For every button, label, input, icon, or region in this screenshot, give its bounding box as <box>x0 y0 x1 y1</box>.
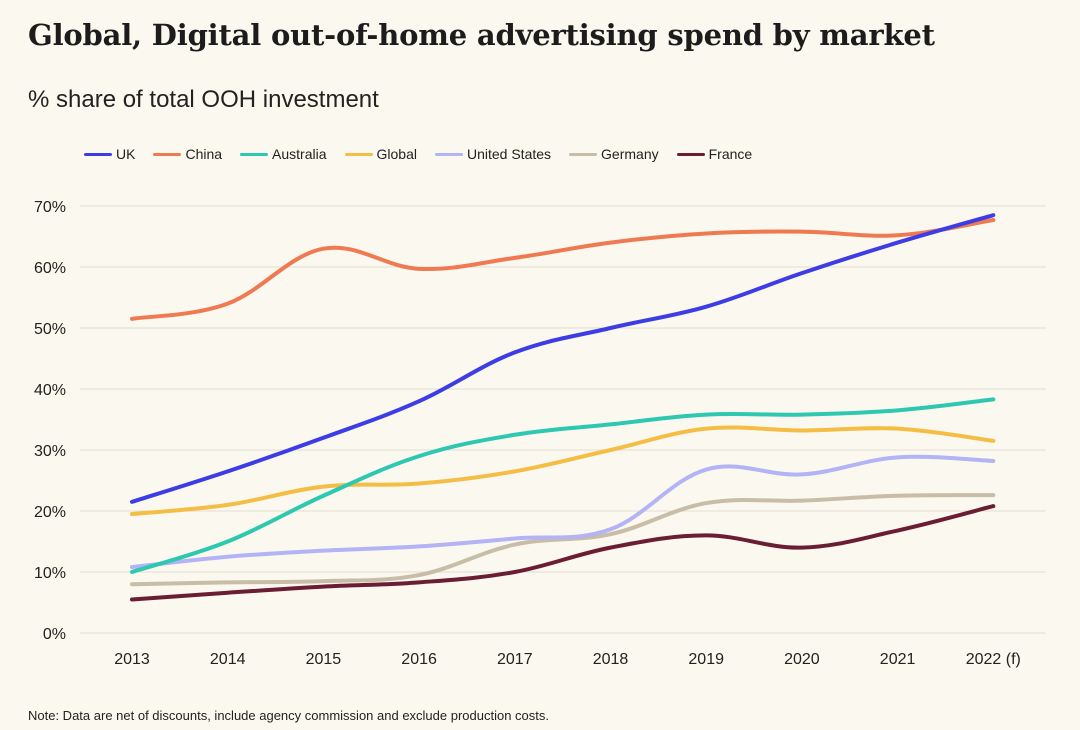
x-tick-label: 2022 (f) <box>966 651 1021 668</box>
x-tick-label: 2014 <box>210 651 246 668</box>
y-tick-label: 60% <box>34 260 66 277</box>
y-tick-label: 50% <box>34 321 66 338</box>
legend-label: Global <box>376 146 417 162</box>
legend-label: United States <box>466 146 552 162</box>
series-lines <box>130 213 996 602</box>
legend-swatch <box>676 152 705 156</box>
x-tick-label: 2021 <box>880 651 916 668</box>
chart-subtitle: % share of total OOH investment <box>28 86 379 113</box>
series-line-france <box>130 504 996 602</box>
legend-swatch <box>84 152 112 156</box>
legend-swatch <box>153 152 182 156</box>
legend-label: China <box>185 146 223 162</box>
legend-label: Australia <box>272 146 327 162</box>
series-line-uk <box>130 213 996 504</box>
chart-legend: UK China Australia Global United States Germa… <box>84 146 752 162</box>
x-tick-label: 2015 <box>306 651 342 668</box>
legend-label: Germany <box>601 146 659 162</box>
legend-item: China <box>153 146 222 162</box>
legend-item: Global <box>344 146 417 162</box>
series-line-australia <box>130 397 996 574</box>
chart-note: Note: Data are net of discounts, include… <box>28 708 550 723</box>
x-axis-ticks: 2013 2014 2015 2016 2017 2018 2019 2020 2021 2022… <box>114 651 1021 668</box>
legend-item: UK <box>84 146 135 162</box>
y-tick-label: 70% <box>34 199 66 216</box>
x-tick-label: 2016 <box>401 651 437 668</box>
y-tick-label: 40% <box>34 382 66 399</box>
chart-grid <box>80 205 1046 634</box>
y-tick-label: 20% <box>34 504 66 521</box>
y-tick-label: 0% <box>43 626 66 643</box>
series-line-china <box>130 218 996 321</box>
legend-swatch <box>434 152 463 156</box>
legend-label: UK <box>116 146 136 162</box>
y-axis-ticks: 0% 10% 20% 30% 40% 50% 60% 70% <box>34 199 66 643</box>
chart-title: Global, Digital out-of-home advertising … <box>28 18 935 52</box>
series-line-united-states <box>130 454 996 570</box>
legend-label: France <box>708 146 753 162</box>
legend-swatch <box>240 152 269 156</box>
legend-swatch <box>344 152 373 156</box>
legend-item: Australia <box>240 146 327 162</box>
x-tick-label: 2019 <box>688 651 724 668</box>
y-tick-label: 10% <box>34 565 66 582</box>
x-tick-label: 2017 <box>497 651 533 668</box>
series-line-germany <box>130 493 996 587</box>
x-tick-label: 2013 <box>114 651 150 668</box>
series-line-global <box>130 425 996 517</box>
legend-swatch <box>569 152 598 156</box>
legend-item: United States <box>434 146 552 162</box>
legend-item: Germany <box>569 146 659 162</box>
x-tick-label: 2018 <box>593 651 629 668</box>
y-tick-label: 30% <box>34 443 66 460</box>
legend-item: France <box>676 146 753 162</box>
x-tick-label: 2020 <box>784 651 820 668</box>
